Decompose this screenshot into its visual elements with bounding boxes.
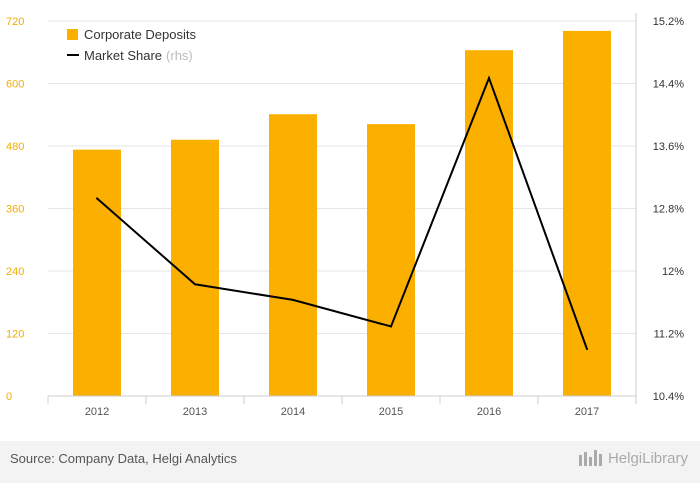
bar	[73, 149, 121, 396]
chart: 0 120 240 360 480 600 720 10.4% 11.2% 12% 12.8% 13.…	[6, 13, 684, 418]
right-tick-label: 13.6%	[653, 141, 684, 153]
market-share-line	[96, 75, 588, 350]
x-tick-label: 2012	[85, 406, 109, 418]
line-point	[390, 325, 392, 328]
left-tick-label: 120	[6, 329, 24, 341]
right-tick-label: 12.8%	[653, 204, 684, 216]
library-logo-icon	[578, 450, 602, 466]
line-series	[96, 75, 588, 351]
source-text: Source: Company Data, Helgi Analytics	[10, 451, 237, 466]
bar	[465, 50, 513, 397]
legend-suffix-rhs: (rhs)	[166, 48, 193, 63]
bar	[269, 114, 317, 397]
right-tick-label: 15.2%	[653, 16, 684, 28]
x-tick-label: 2015	[379, 406, 403, 418]
bar	[367, 124, 415, 396]
x-tick-label: 2017	[575, 406, 599, 418]
gridlines	[48, 20, 636, 334]
line-point	[194, 283, 196, 286]
x-tick-label: 2013	[183, 406, 207, 418]
line-point	[488, 77, 490, 80]
left-tick-label: 240	[6, 266, 24, 278]
footer: Source: Company Data, Helgi Analytics He…	[0, 441, 700, 483]
left-tick-label: 0	[6, 391, 12, 403]
x-tick-label: 2016	[477, 406, 501, 418]
left-tick-label: 600	[6, 79, 24, 91]
legend-swatch-corporate-deposits	[67, 29, 78, 40]
line-point	[292, 298, 294, 301]
right-tick-label: 12%	[662, 266, 684, 278]
right-tick-label: 11.2%	[654, 329, 685, 341]
bar	[563, 30, 611, 396]
right-tick-label: 14.4%	[653, 79, 684, 91]
legend-label-corporate-deposits: Corporate Deposits	[84, 27, 196, 42]
x-tick-label: 2014	[281, 406, 305, 418]
right-tick-label: 10.4%	[653, 391, 684, 403]
legend: Corporate Deposits Market Share (rhs)	[67, 27, 196, 63]
line-point	[96, 197, 98, 200]
brand-name: HelgiLibrary	[607, 449, 688, 467]
brand[interactable]: HelgiLibrary	[578, 449, 688, 467]
left-tick-label: 720	[6, 16, 24, 28]
left-tick-label: 480	[6, 141, 24, 153]
left-tick-label: 360	[6, 204, 24, 216]
legend-label-market-share: Market Share (rhs)	[84, 48, 193, 63]
axes: 0 120 240 360 480 600 720 10.4% 11.2% 12% 12.8% 13.…	[6, 13, 684, 418]
bar-series	[73, 30, 611, 397]
bar	[171, 139, 219, 396]
line-point	[586, 348, 588, 351]
